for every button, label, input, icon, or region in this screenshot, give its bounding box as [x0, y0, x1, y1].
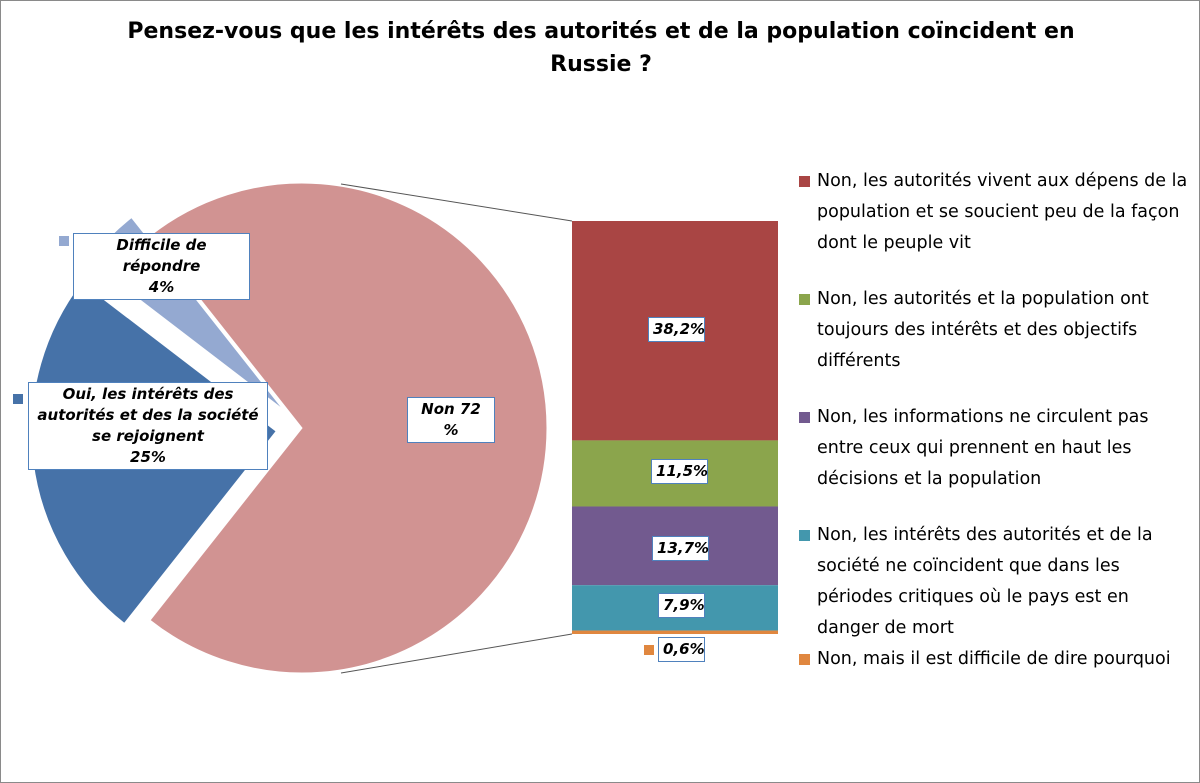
bar-label-4: 0,6% [658, 637, 705, 662]
pie-slice-0 [149, 182, 548, 674]
legend-item-2: Non, les informations ne circulent pas e… [799, 402, 1189, 495]
bar-label-0: 38,2% [648, 317, 705, 342]
label-difficile: Difficile de répondre 4% [73, 233, 250, 300]
connector-line-bottom [340, 633, 573, 674]
label-difficile-text: Difficile de répondre [116, 236, 207, 275]
legend-swatch-icon [799, 530, 810, 541]
label-non: Non 72 % [407, 397, 495, 443]
bar-label-4-marker-icon [644, 645, 654, 655]
legend-swatch-icon [799, 176, 810, 187]
bar-label-2: 13,7% [652, 536, 709, 561]
legend-item-4: Non, mais il est difficile de dire pourq… [799, 644, 1189, 675]
label-oui-text: Oui, les intérêts des autorités et des l… [37, 385, 259, 445]
bar-segment-4 [572, 630, 778, 634]
label-oui-value: 25% [130, 448, 166, 466]
chart-title: Pensez-vous que les intérêts des autorit… [127, 19, 1075, 77]
legend-item-3: Non, les intérêts des autorités et de la… [799, 520, 1189, 644]
connector-line-top [340, 183, 573, 222]
label-oui: Oui, les intérêts des autorités et des l… [28, 382, 268, 470]
label-difficile-value: 4% [148, 278, 175, 296]
legend-swatch-icon [799, 412, 810, 423]
difficile-marker-icon [59, 236, 69, 246]
oui-marker-icon [13, 394, 23, 404]
legend-item-0: Non, les autorités vivent aux dépens de … [799, 166, 1189, 259]
bar-label-3: 7,9% [658, 593, 705, 618]
bar-label-1: 11,5% [651, 459, 708, 484]
legend-swatch-icon [799, 654, 810, 665]
legend-item-1: Non, les autorités et la population ont … [799, 284, 1189, 377]
legend-swatch-icon [799, 294, 810, 305]
